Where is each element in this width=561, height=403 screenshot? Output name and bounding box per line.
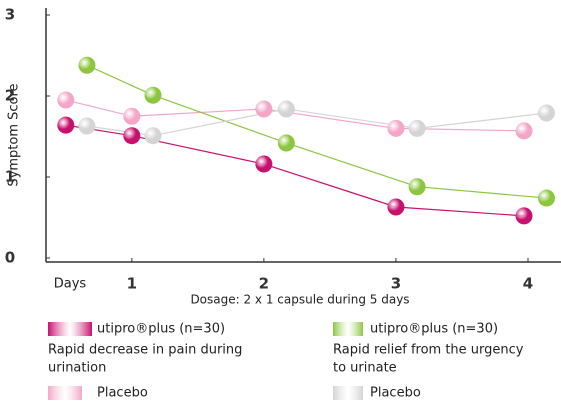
legend-swatch	[333, 322, 363, 336]
x-tick-label: 3	[391, 275, 401, 293]
data-point	[537, 104, 555, 122]
data-point	[387, 198, 405, 216]
data-point	[123, 107, 141, 125]
y-tick-label: 1	[5, 168, 15, 186]
legend-label: Placebo	[97, 386, 148, 401]
x-start-label: Days	[54, 277, 87, 292]
legend-label: utipro®plus (n=30)	[97, 322, 225, 337]
y-tick-label: 0	[5, 249, 15, 267]
data-point	[387, 119, 405, 137]
y-tick-label: 2	[5, 87, 15, 105]
x-tick-label: 4	[523, 275, 533, 293]
legend-label: Placebo	[370, 386, 421, 401]
data-point	[57, 116, 75, 134]
legend-description: Rapid decrease in pain during	[48, 343, 242, 358]
data-point	[408, 178, 426, 196]
legend-swatch	[48, 322, 92, 336]
data-point	[123, 127, 141, 145]
data-point	[537, 189, 555, 207]
data-point	[408, 119, 426, 137]
legend-description: to urinate	[333, 361, 397, 376]
y-tick-label: 3	[5, 6, 15, 24]
data-point	[277, 134, 295, 152]
data-point	[144, 127, 162, 145]
data-point	[78, 117, 96, 135]
legend-description: Rapid relief from the urgency	[333, 343, 524, 358]
legend-swatch	[333, 386, 363, 400]
data-point	[57, 91, 75, 109]
data-point	[515, 122, 533, 140]
data-point	[255, 155, 273, 173]
x-tick-label: 1	[127, 275, 137, 293]
data-point	[515, 207, 533, 225]
x-axis-label: Dosage: 2 x 1 capsule during 5 days	[190, 293, 409, 307]
data-point	[78, 56, 96, 74]
legend-label: utipro®plus (n=30)	[370, 322, 498, 337]
data-point	[277, 100, 295, 118]
legend-swatch	[48, 386, 82, 400]
x-tick-label: 2	[259, 275, 269, 293]
y-axis-label: Symptom Score	[7, 83, 22, 186]
data-point	[144, 86, 162, 104]
data-point	[255, 100, 273, 118]
legend-description: urination	[48, 361, 106, 376]
